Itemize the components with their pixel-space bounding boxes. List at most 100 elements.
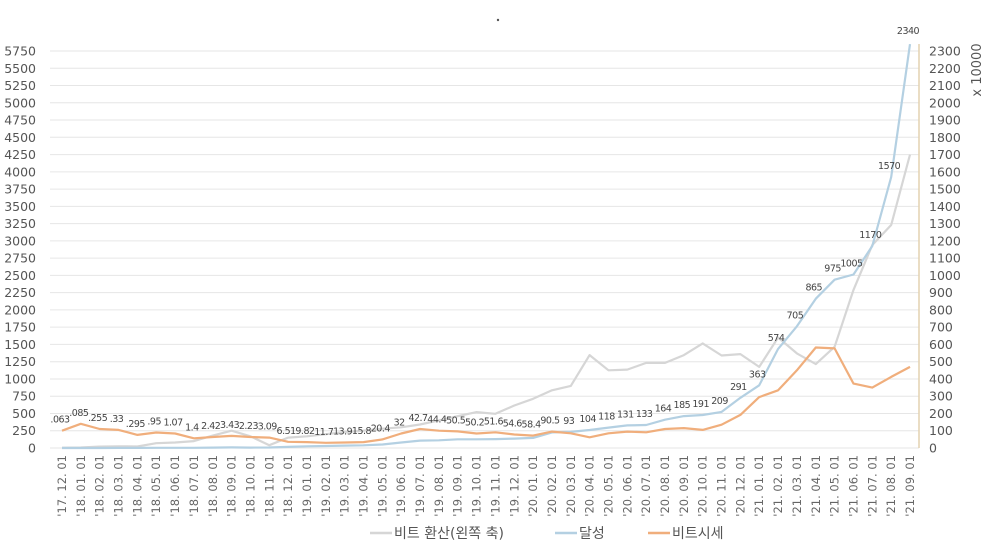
x-tick-label: '21. 04. 01 [809,455,823,517]
x-tick-label: '18. 03. 01 [112,455,126,517]
data-label: .295 [126,419,146,430]
data-label: 3.09 [258,422,278,433]
left-tick-label: 5500 [4,61,36,76]
x-axis-labels: '17. 12. 01 '18. 01. 01 '18. 02. 01 '18. 03… [55,455,917,517]
left-tick-label: 1750 [4,320,36,335]
x-tick-label: '20. 04. 01 [583,455,597,517]
right-tick-label: 900 [929,285,953,300]
data-label: 20.4 [371,423,391,434]
left-tick-label: 4500 [4,130,36,145]
data-label: 6.51 [277,426,297,437]
left-tick-label: 750 [12,389,36,404]
x-tick-label: '17. 12. 01 [55,455,69,517]
x-tick-label: '18. 10. 01 [243,455,257,517]
data-label: .95 [147,416,161,427]
data-label: 1170 [859,230,882,241]
data-label: 42.7 [408,413,428,424]
left-tick-label: 3500 [4,199,36,214]
data-label: 574 [768,333,785,344]
x-tick-label: '19. 03. 01 [338,455,352,517]
right-axis-ticks: 0 100 200 300 400 500 600 700 800 900 1000 1100 1200… [929,44,961,456]
legend-label: 비트 환산(왼쪽 축) [394,526,504,542]
x-tick-label: '20. 12. 01 [733,455,747,517]
series-line-2 [61,346,911,444]
right-tick-label: 200 [929,406,953,421]
left-tick-label: 3750 [4,182,36,197]
gridlines [50,50,919,449]
left-tick-label: 2250 [4,285,36,300]
x-tick-label: '19. 10. 01 [470,455,484,517]
right-tick-label: 2300 [929,44,961,59]
x-tick-label: '19. 07. 01 [413,455,427,517]
data-label: 131 [617,409,634,420]
data-label: 90.5 [540,416,560,427]
data-label: 2.23 [239,421,259,432]
data-label: 209 [711,396,728,407]
left-tick-label: 4250 [4,147,36,162]
right-axis-unit: x 10000 [970,43,985,96]
data-label: 15.8 [352,426,372,437]
x-tick-label: '18. 09. 01 [225,455,239,517]
data-label: 363 [749,369,766,380]
right-tick-label: 2100 [929,78,961,93]
x-tick-label: '19. 09. 01 [451,455,465,517]
right-tick-label: 1700 [929,147,961,162]
data-label: 58.4 [522,420,542,431]
right-tick-label: 1600 [929,164,961,179]
right-tick-label: 1100 [929,251,961,266]
right-tick-label: 0 [929,441,937,456]
right-tick-label: 1000 [929,268,961,283]
right-tick-label: 1500 [929,182,961,197]
legend-label: 비트시세 [672,526,724,542]
left-tick-label: 4750 [4,113,36,128]
x-tick-label: '18. 01. 01 [74,455,88,517]
legend: 비트 환산(왼쪽 축) 달성 비트시세 [370,526,724,542]
left-tick-label: 250 [12,423,36,438]
data-label: 93 [563,416,575,427]
x-tick-label: '21. 02. 01 [771,455,785,517]
x-tick-label: '21. 01. 01 [752,455,766,517]
x-tick-label: '20. 03. 01 [564,455,578,517]
x-tick-label: '21. 06. 01 [846,455,860,517]
x-tick-label: '18. 11. 01 [262,455,276,517]
x-tick-label: '20. 09. 01 [677,455,691,517]
dot-mark [496,18,500,22]
x-tick-label: '20. 05. 01 [601,455,615,517]
x-tick-label: '20. 06. 01 [620,455,634,517]
left-tick-label: 3000 [4,233,36,248]
data-label: 50.5 [446,415,466,426]
right-tick-label: 100 [929,423,953,438]
data-label: .085 [69,408,89,419]
x-tick-label: '21. 05. 01 [828,455,842,517]
x-tick-label: '18. 07. 01 [187,455,201,517]
series-line-1 [62,43,912,450]
legend-label: 달성 [579,526,605,542]
data-label: 2340 [897,26,920,37]
x-tick-label: '19. 12. 01 [507,455,521,517]
left-axis-ticks: 0 250 500 750 1000 1250 1500 1750 2000 2250 2500 27… [4,44,36,456]
data-label: .255 [88,413,108,424]
x-tick-label: '20. 01. 01 [526,455,540,517]
right-tick-label: 800 [929,302,953,317]
left-tick-label: 1250 [4,354,36,369]
data-label: 1.4 [185,422,199,433]
data-label: 1570 [878,161,901,172]
data-label: 54.6 [503,419,523,430]
left-tick-label: 1500 [4,337,36,352]
x-tick-label: '19. 01. 01 [300,455,314,517]
right-tick-label: 1400 [929,199,961,214]
data-label: 9.82 [295,426,315,437]
right-tick-label: 2000 [929,95,961,110]
data-label: 118 [598,412,615,423]
x-tick-label: '18. 08. 01 [206,455,220,517]
right-tick-label: 500 [929,354,953,369]
x-tick-label: '20. 07. 01 [639,455,653,517]
left-tick-label: 5750 [4,44,36,59]
left-tick-label: 2500 [4,268,36,283]
data-labels: .063.085.255.33.295.95 1.07 1.4 2.42 3.43 2.2… [50,26,920,438]
right-tick-label: 2200 [929,61,961,76]
x-tick-label: '20. 02. 01 [545,455,559,517]
data-label: 975 [824,264,841,275]
x-tick-label: '21. 08. 01 [884,455,898,517]
